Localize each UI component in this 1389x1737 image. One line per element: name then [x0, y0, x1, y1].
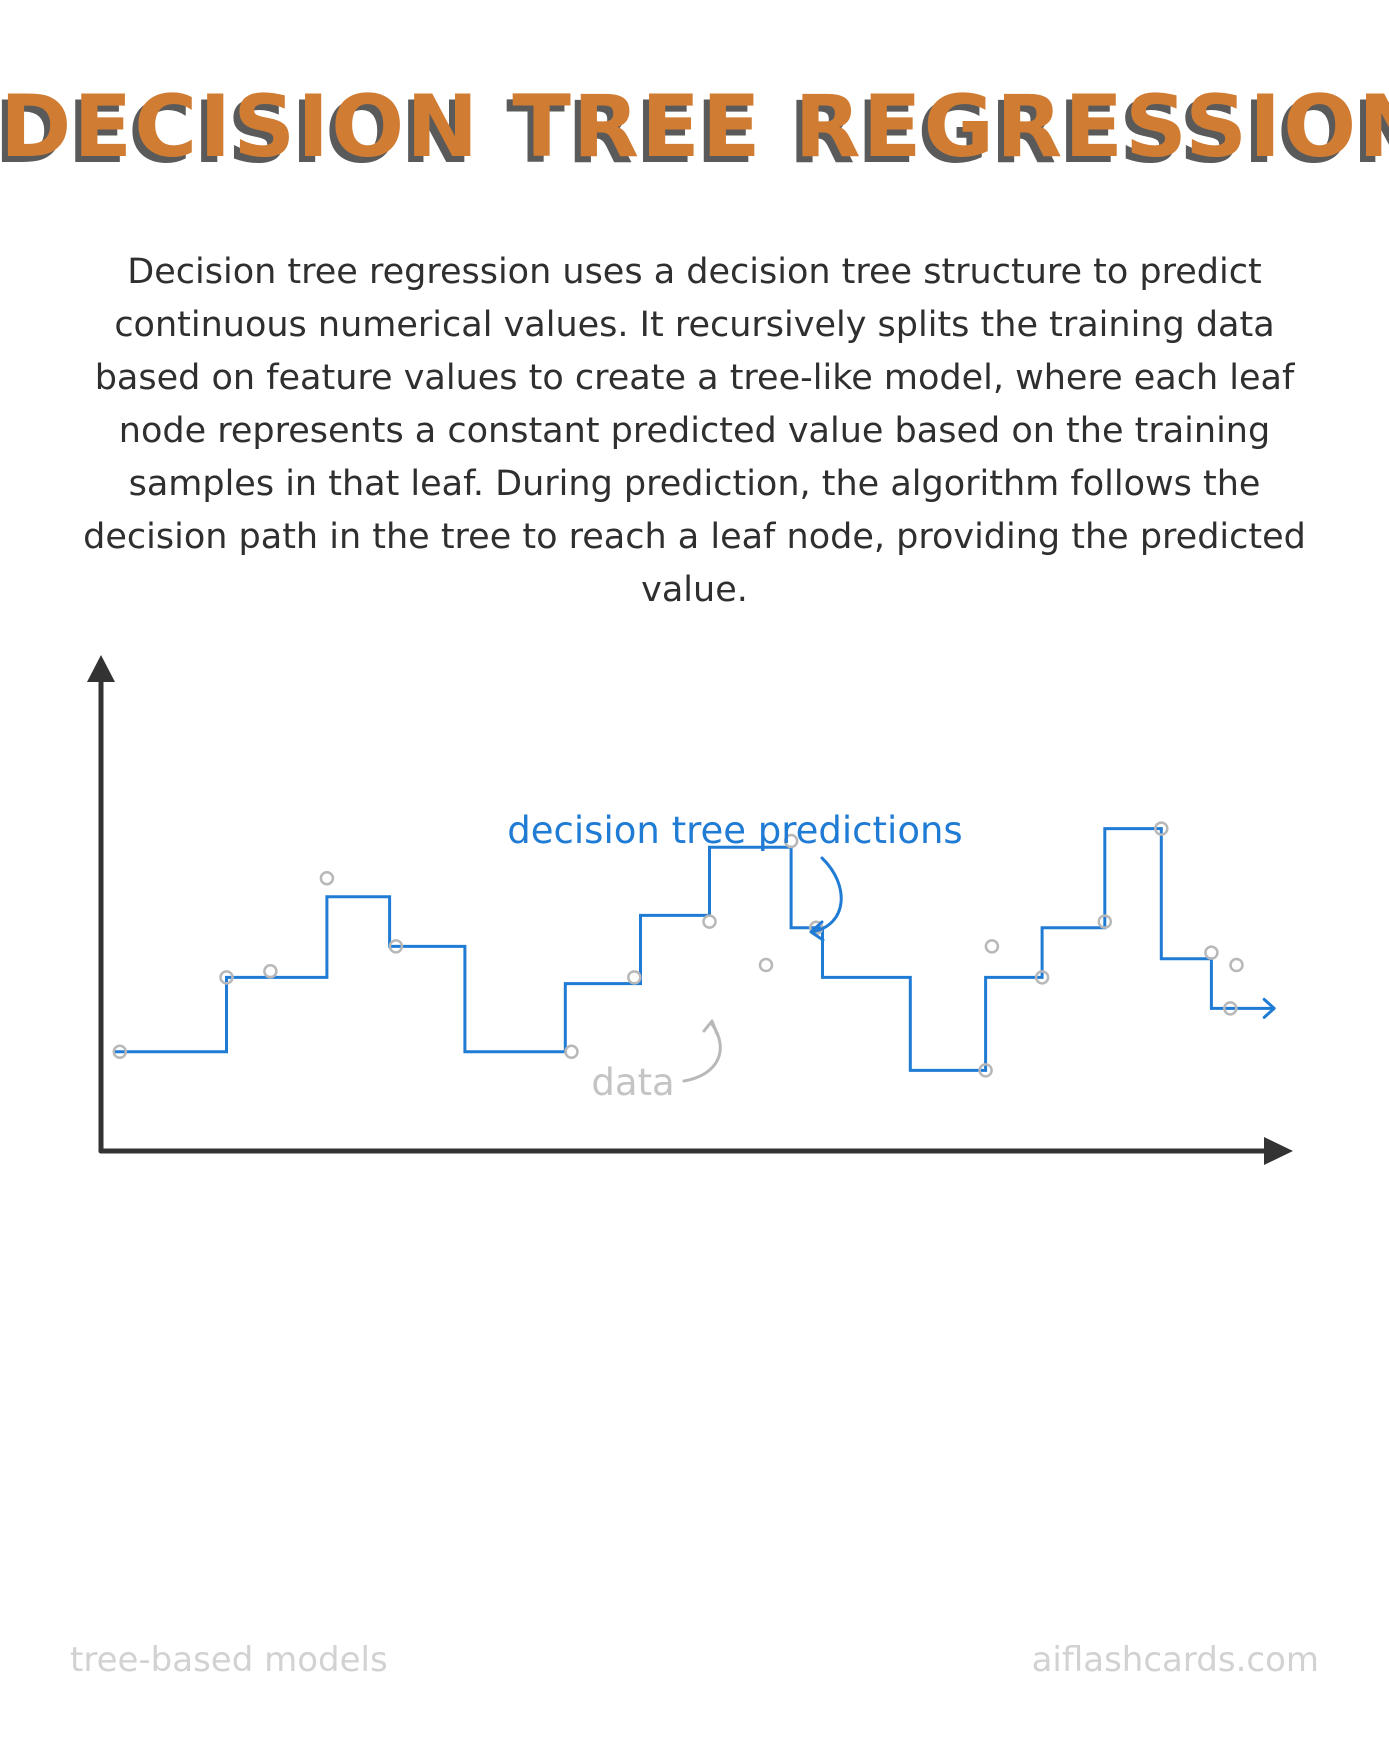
data-point: [702, 914, 717, 929]
data-point: [1204, 945, 1219, 960]
data-point: [564, 1044, 579, 1060]
data-point: [627, 970, 642, 985]
page-title: DECISION TREE REGRESSION: [0, 77, 1389, 177]
data-annotation-label: data: [591, 1061, 674, 1104]
data-point: [1097, 914, 1113, 929]
data-point: [1223, 1001, 1238, 1016]
data-point: [319, 870, 335, 886]
x-axis-arrow-icon: [1264, 1137, 1293, 1165]
data-point: [112, 1044, 128, 1060]
data-point: [219, 970, 234, 985]
predictions-annotation-arrowhead: [809, 920, 825, 942]
plot-area: [112, 821, 1276, 1078]
y-axis-arrow-icon: [87, 655, 115, 682]
data-point: [1154, 821, 1169, 836]
data-point: [388, 939, 404, 954]
footer-website: aiflashcards.com: [1031, 1640, 1319, 1680]
description-text: Decision tree regression uses a decision…: [83, 252, 1306, 610]
data-point: [758, 957, 774, 973]
data-point: [1034, 970, 1050, 985]
data-point: [978, 1063, 993, 1078]
prediction-step-line: [113, 827, 1275, 1072]
data-point: [984, 939, 1000, 954]
footer-category: tree-based models: [70, 1640, 388, 1680]
data-point: [263, 963, 278, 979]
predictions-annotation-label: decision tree predictions: [507, 809, 962, 852]
data-point: [1229, 957, 1244, 973]
data-point: [783, 833, 799, 849]
prediction-line-arrowhead: [1262, 997, 1276, 1019]
predictions-annotation-arrow: [810, 856, 843, 934]
data-annotation-arrowhead: [702, 1019, 719, 1036]
